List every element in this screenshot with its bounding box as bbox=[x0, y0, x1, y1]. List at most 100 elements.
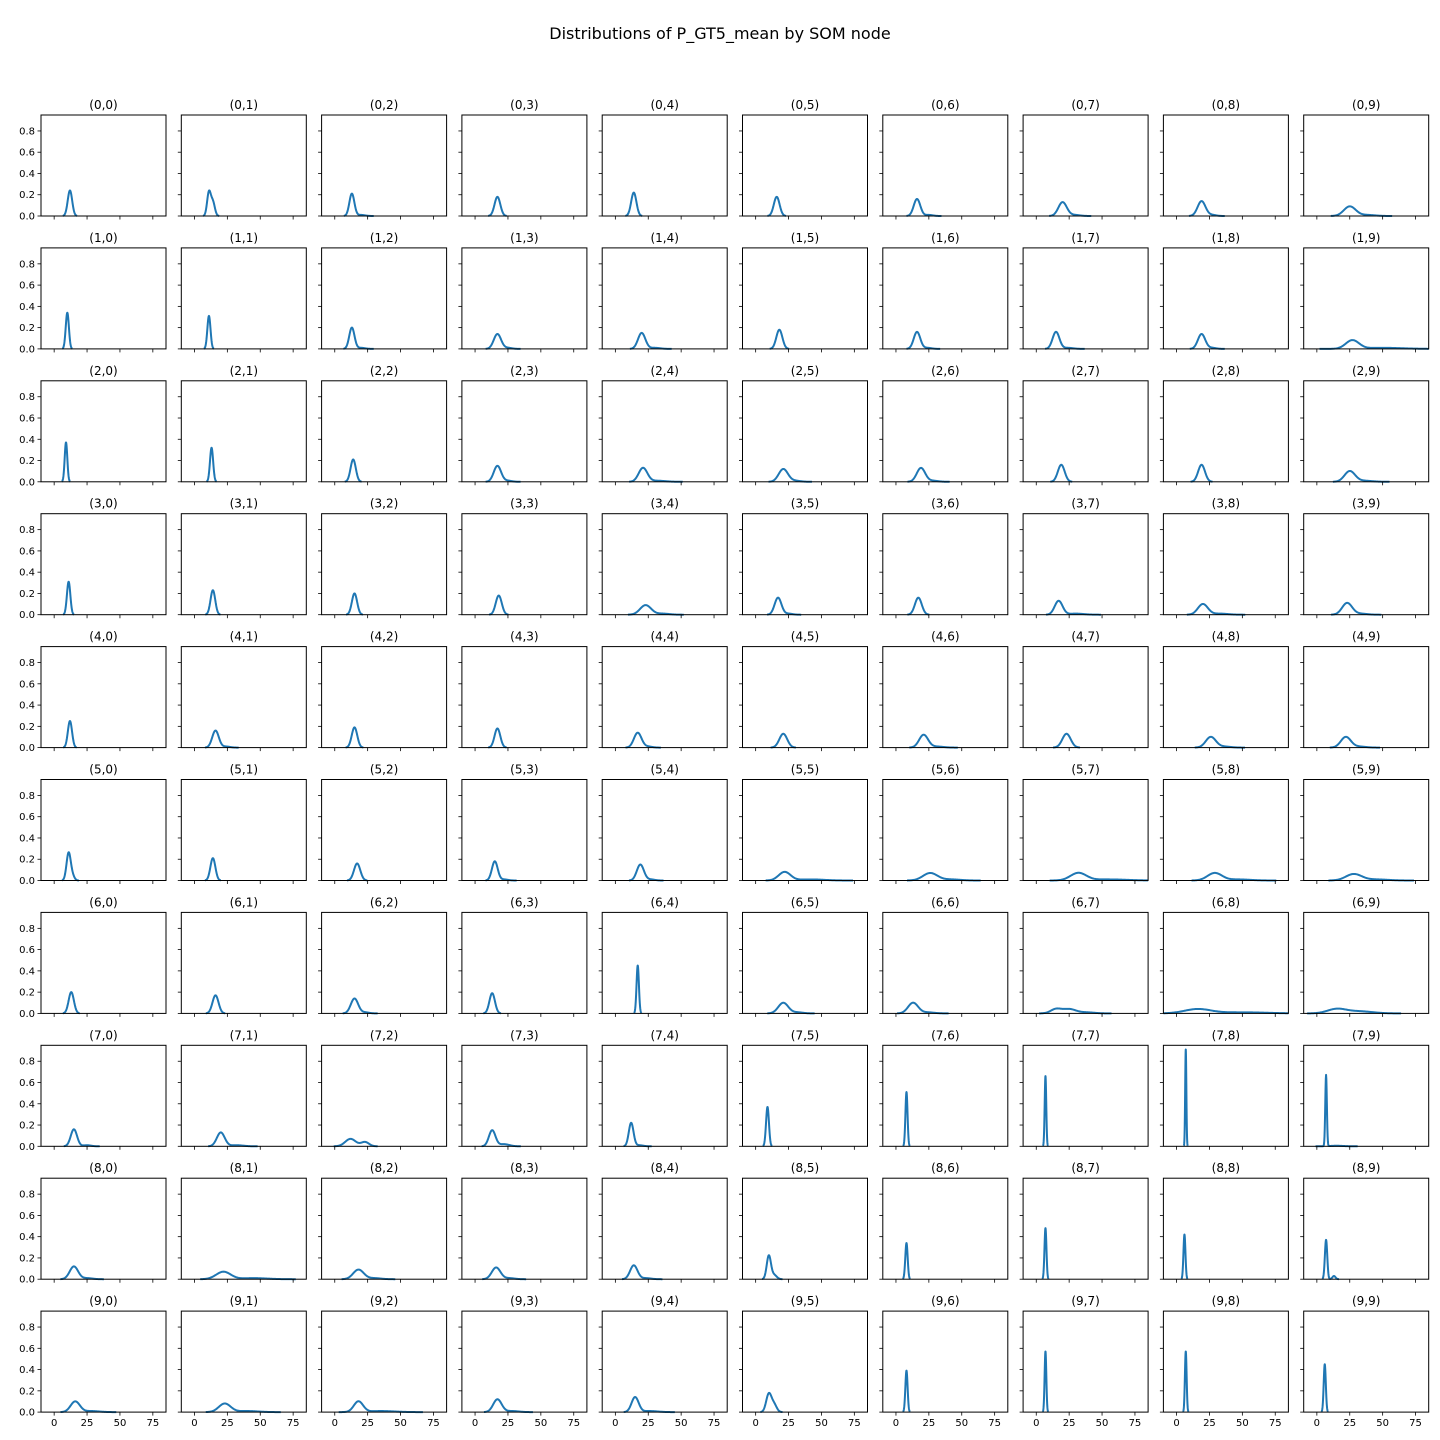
kde-line bbox=[766, 596, 802, 616]
panel-title: (6,9) bbox=[1352, 895, 1380, 909]
panel-title: (4,0) bbox=[89, 630, 117, 644]
plot-frame bbox=[1303, 911, 1430, 1014]
plot-frame bbox=[742, 1044, 868, 1147]
y-tick-label: 0.0 bbox=[19, 1142, 35, 1153]
panel-title: (9,2) bbox=[370, 1294, 398, 1308]
panel-title: (0,7) bbox=[1071, 98, 1099, 112]
kde-line bbox=[1041, 1350, 1050, 1413]
panel: (6,4) bbox=[598, 895, 728, 1017]
y-tick-label: 0.8 bbox=[19, 924, 35, 935]
y-tick-label: 0.0 bbox=[19, 876, 35, 887]
plot-frame bbox=[321, 247, 448, 350]
kde-line bbox=[487, 195, 508, 217]
panel-title: (0,1) bbox=[230, 98, 258, 112]
panel-title: (2,1) bbox=[230, 364, 258, 378]
plot-frame bbox=[1162, 1044, 1289, 1147]
kde-line bbox=[484, 464, 522, 483]
kde-line bbox=[628, 863, 665, 882]
panel: (1,4) bbox=[598, 231, 728, 353]
panel-title: (5,7) bbox=[1071, 763, 1099, 777]
panel: (1,7) bbox=[1019, 231, 1149, 353]
panel-title: (8,9) bbox=[1352, 1161, 1380, 1175]
y-tick-label: 0.4 bbox=[19, 1232, 35, 1243]
plot-frame bbox=[461, 1044, 588, 1147]
y-tick-label: 0.2 bbox=[19, 722, 35, 733]
plot-frame bbox=[461, 513, 588, 616]
kde-line bbox=[766, 195, 787, 217]
plot-frame bbox=[461, 911, 588, 1014]
panel-title: (4,9) bbox=[1352, 630, 1380, 644]
plot-frame bbox=[1303, 646, 1430, 749]
panel: (6,1) bbox=[177, 895, 307, 1017]
panel-title: (0,9) bbox=[1352, 98, 1380, 112]
panel: (8,3) bbox=[458, 1161, 588, 1283]
y-tick-label: 0.0 bbox=[19, 610, 35, 621]
kde-line bbox=[901, 1242, 912, 1280]
panel: (4,6) bbox=[879, 630, 1009, 752]
x-tick-label: 0 bbox=[752, 1418, 758, 1429]
panel: (2,1) bbox=[177, 364, 307, 486]
plot-frame bbox=[1303, 114, 1430, 217]
kde-line bbox=[343, 192, 375, 217]
plot-frame bbox=[1303, 247, 1430, 350]
panel-title: (4,2) bbox=[370, 630, 398, 644]
plot-frame bbox=[1022, 114, 1149, 217]
panel: (4,0) 0.0 0.2 0.4 0.6 0.8 bbox=[19, 630, 167, 754]
plot-frame bbox=[321, 911, 448, 1014]
panel-title: (2,8) bbox=[1212, 364, 1240, 378]
plot-frame bbox=[1022, 380, 1149, 483]
panel: (1,5) bbox=[739, 231, 868, 353]
x-tick-label: 75 bbox=[146, 1418, 159, 1429]
panel-title: (2,7) bbox=[1071, 364, 1099, 378]
panel-title: (5,3) bbox=[510, 763, 538, 777]
plot-frame bbox=[180, 646, 307, 749]
panel-title: (0,8) bbox=[1212, 98, 1240, 112]
panel: (2,8) bbox=[1159, 364, 1289, 486]
kde-line bbox=[1188, 200, 1226, 217]
panel-title: (8,0) bbox=[89, 1161, 117, 1175]
panel: (3,1) bbox=[177, 497, 307, 619]
panel-title: (7,6) bbox=[931, 1028, 959, 1042]
kde-line bbox=[1041, 1227, 1050, 1280]
panel-title: (3,2) bbox=[370, 497, 398, 511]
panel-title: (5,2) bbox=[370, 763, 398, 777]
x-tick-label: 25 bbox=[922, 1418, 935, 1429]
kde-line bbox=[340, 1268, 396, 1281]
y-tick-label: 0.2 bbox=[19, 1121, 35, 1132]
kde-line bbox=[905, 330, 941, 350]
panel: (9,7) 0 25 50 75 bbox=[1019, 1294, 1149, 1429]
plot-frame bbox=[40, 779, 167, 881]
panel-title: (1,8) bbox=[1212, 231, 1240, 245]
panel-title: (1,3) bbox=[510, 231, 538, 245]
kde-line bbox=[1049, 871, 1149, 882]
panel: (0,5) bbox=[739, 98, 868, 220]
panel: (8,9) bbox=[1300, 1161, 1430, 1283]
y-tick-label: 0.2 bbox=[19, 589, 35, 600]
panel-title: (7,0) bbox=[89, 1028, 117, 1042]
panel-title: (0,2) bbox=[370, 98, 398, 112]
panel: (7,2) bbox=[318, 1028, 448, 1150]
chart-title: Distributions of P_GT5_mean by SOM node bbox=[549, 24, 891, 43]
kde-line bbox=[766, 1001, 816, 1015]
kde-line bbox=[59, 1265, 105, 1281]
kde-line bbox=[342, 326, 375, 350]
panel-title: (0,6) bbox=[931, 98, 959, 112]
plot-frame bbox=[321, 646, 448, 749]
panel: (4,8) bbox=[1159, 630, 1289, 752]
x-tick-label: 50 bbox=[1096, 1418, 1109, 1429]
x-tick-label: 0 bbox=[612, 1418, 618, 1429]
panel: (4,2) bbox=[318, 630, 448, 752]
y-tick-label: 0.0 bbox=[19, 743, 35, 754]
kde-line bbox=[1327, 872, 1415, 882]
panel: (6,3) bbox=[458, 895, 588, 1017]
plot-frame bbox=[1162, 247, 1289, 350]
panel: (4,3) bbox=[458, 630, 588, 752]
kde-line bbox=[332, 1137, 379, 1148]
panel-title: (0,0) bbox=[89, 98, 117, 112]
panel: (1,9) bbox=[1300, 231, 1430, 353]
plot-frame bbox=[1303, 1177, 1430, 1280]
panel-title: (5,6) bbox=[931, 763, 959, 777]
kde-line bbox=[1189, 463, 1214, 483]
